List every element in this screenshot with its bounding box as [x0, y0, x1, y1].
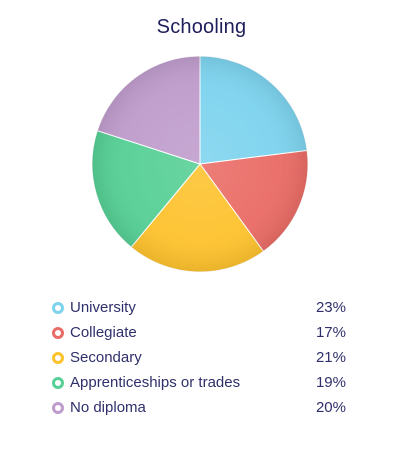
chart-legend: University 23% Collegiate 17% Secondary …: [50, 295, 346, 420]
legend-label: No diploma: [70, 399, 146, 416]
legend-value: 21%: [315, 349, 346, 366]
legend-marker-no-diploma: [52, 401, 64, 414]
legend-marker-collegiate: [52, 326, 64, 339]
legend-item-no-diploma[interactable]: No diploma 20%: [50, 395, 346, 420]
legend-item-apprenticeships-or-trades[interactable]: Apprenticeships or trades 19%: [50, 370, 346, 395]
pie-chart: [91, 55, 309, 273]
legend-item-university[interactable]: University 23%: [50, 295, 346, 320]
legend-marker-apprenticeships-or-trades: [52, 376, 64, 389]
legend-item-secondary[interactable]: Secondary 21%: [50, 345, 346, 370]
legend-label: Apprenticeships or trades: [70, 374, 241, 391]
legend-value: 23%: [315, 299, 346, 316]
legend-value: 19%: [315, 374, 346, 391]
legend-marker-university: [52, 301, 64, 314]
legend-item-collegiate[interactable]: Collegiate 17%: [50, 320, 346, 345]
chart-title: Schooling: [156, 16, 247, 38]
legend-label: Collegiate: [70, 324, 137, 341]
legend-marker-secondary: [52, 351, 64, 364]
legend-value: 20%: [315, 399, 346, 416]
legend-label: Secondary: [70, 349, 142, 366]
legend-label: University: [70, 299, 136, 316]
legend-value: 17%: [315, 324, 346, 341]
pie-slice-university[interactable]: [199, 55, 308, 165]
